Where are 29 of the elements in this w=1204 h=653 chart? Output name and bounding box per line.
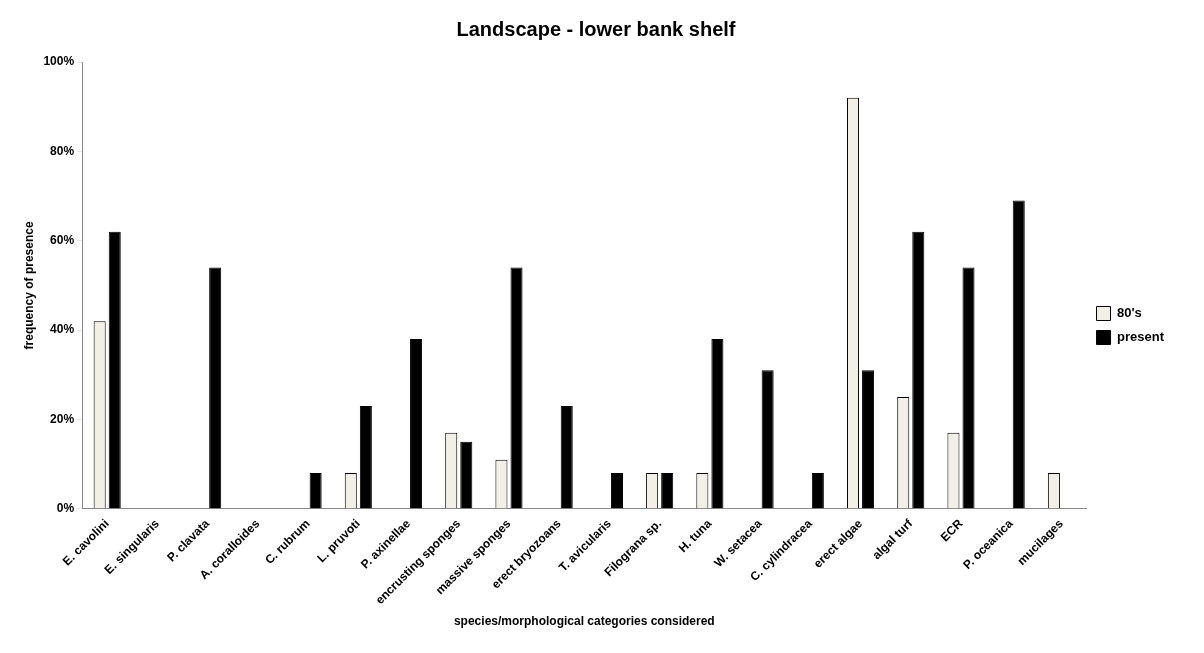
x-axis-title: species/morphological categories considered [453, 614, 715, 629]
legend-label: 80's [1117, 305, 1142, 321]
bar [761, 370, 774, 509]
bar [1012, 200, 1025, 509]
bar [560, 406, 573, 509]
bar [862, 370, 875, 509]
chart-title: Landscape - lower bank shelf [456, 17, 736, 40]
bar [510, 267, 523, 509]
y-tick-label: 60% [50, 233, 75, 248]
bar [711, 339, 724, 509]
x-tick-label: H. tuna [675, 516, 715, 556]
bar [811, 473, 824, 509]
bar [209, 267, 222, 509]
bar [108, 231, 121, 509]
bar [610, 473, 623, 509]
bar [912, 231, 925, 509]
y-tick-label: 0% [56, 501, 75, 516]
y-tick-label: 80% [50, 143, 75, 158]
bar [410, 339, 423, 509]
bar [460, 441, 473, 509]
y-tick-label: 40% [50, 322, 75, 337]
bar [962, 267, 975, 509]
bar [309, 473, 322, 509]
legend-label: present [1117, 329, 1165, 345]
bar [661, 473, 674, 509]
y-axis-title: frequency of presence [21, 221, 36, 350]
y-tick-label: 20% [50, 411, 75, 426]
bar [359, 406, 372, 509]
y-tick-label: 100% [43, 54, 75, 69]
